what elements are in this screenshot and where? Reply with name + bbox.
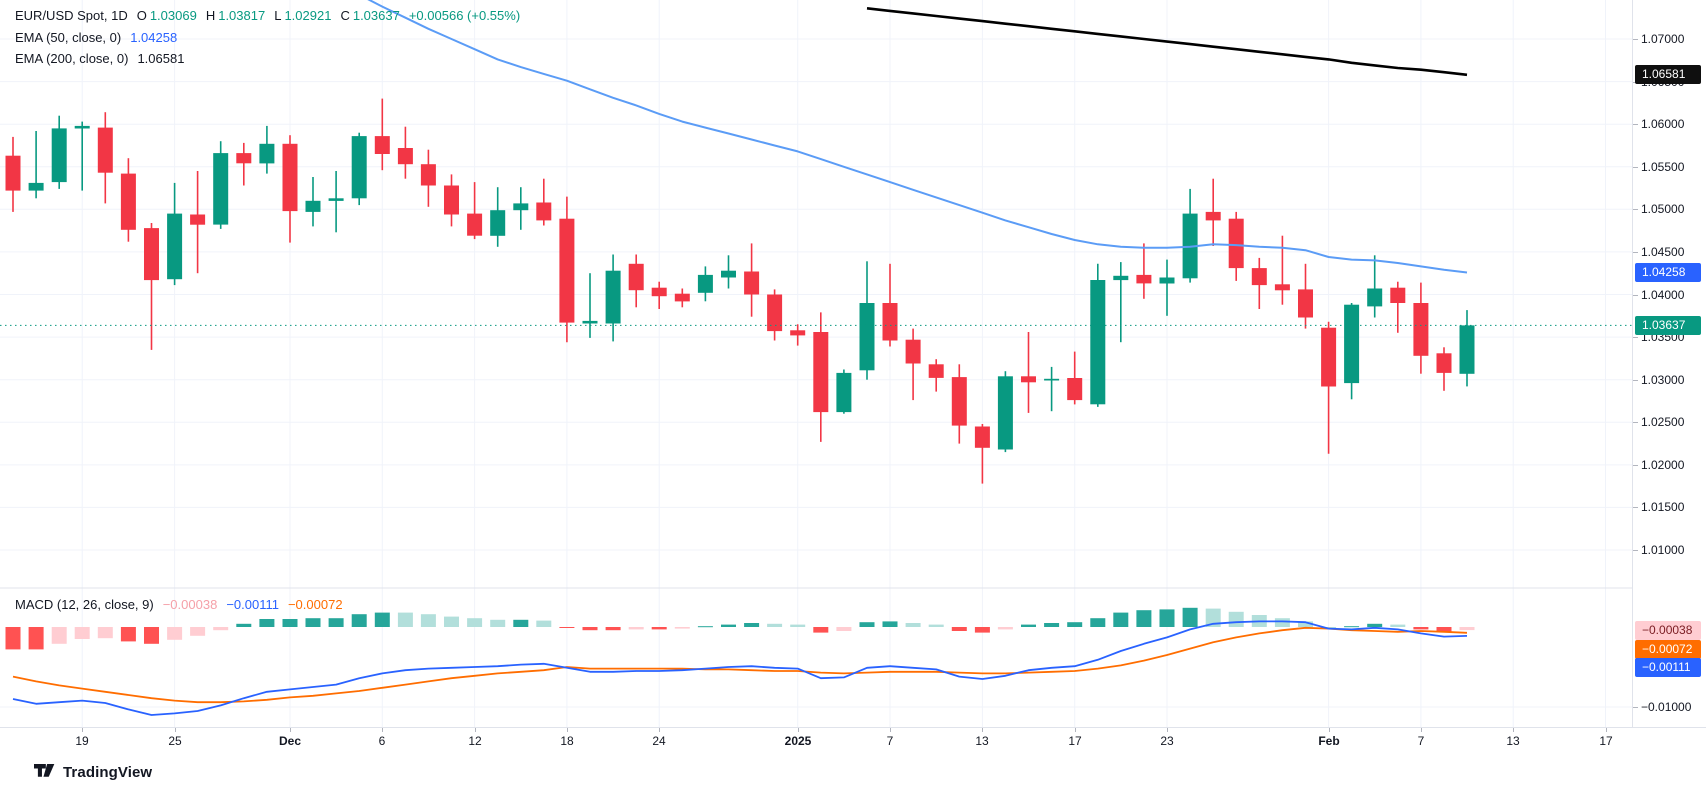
time-axis-tick	[567, 728, 568, 732]
ema200-price-badge: 1.06581	[1635, 65, 1701, 84]
ema50-value: 1.04258	[130, 30, 178, 45]
time-axis-tick	[1421, 728, 1422, 732]
price-axis-label: 1.01500	[1641, 500, 1685, 514]
high-label: H	[205, 8, 216, 23]
time-axis-label: 18	[560, 734, 574, 748]
ema50-label[interactable]: EMA (50, close, 0)	[15, 30, 122, 45]
time-axis-tick	[982, 728, 983, 732]
price-axis-tick	[1633, 124, 1638, 125]
time-axis-label: Dec	[278, 734, 302, 748]
macd-hist-value: −0.00038	[162, 597, 218, 612]
ema200-label[interactable]: EMA (200, close, 0)	[15, 51, 129, 66]
price-axis-tick	[1633, 295, 1638, 296]
open-value: 1.03069	[149, 8, 197, 23]
macd-line	[12, 620, 1468, 716]
ema50-legend-row[interactable]: EMA (50, close, 0) 1.04258	[15, 29, 177, 46]
time-axis-label: 24	[652, 734, 666, 748]
macd-signal-badge: −0.00072	[1635, 640, 1701, 659]
price-axis[interactable]: 1.06581 1.04258 1.03637 −0.00038 −0.0007…	[1632, 0, 1706, 755]
high-value: 1.03817	[218, 8, 266, 23]
time-axis-tick	[1329, 728, 1330, 732]
time-axis-tick	[798, 728, 799, 732]
time-axis-label: 7	[1417, 734, 1425, 748]
price-axis-label: 1.05000	[1641, 202, 1685, 216]
price-axis-tick	[1633, 209, 1638, 210]
chart-canvas[interactable]	[0, 0, 1706, 755]
close-label: C	[340, 8, 350, 23]
price-axis-tick	[1633, 422, 1638, 423]
price-axis-label: 1.02000	[1641, 458, 1685, 472]
price-axis-tick	[1633, 337, 1638, 338]
price-axis-label: 1.05500	[1641, 160, 1685, 174]
macd-signal-value: −0.00072	[287, 597, 343, 612]
time-axis-tick	[659, 728, 660, 732]
price-axis-tick	[1633, 507, 1638, 508]
time-axis-tick	[475, 728, 476, 732]
time-axis-label: 6	[378, 734, 386, 748]
ema200-value: 1.06581	[137, 51, 185, 66]
time-axis-label: 12	[468, 734, 482, 748]
time-axis-tick	[1606, 728, 1607, 732]
tradingview-logo-icon[interactable]	[34, 763, 56, 781]
price-axis-tick	[1633, 167, 1638, 168]
price-axis-label: 1.01000	[1641, 543, 1685, 557]
time-axis-label: 23	[1160, 734, 1174, 748]
open-label: O	[136, 8, 147, 23]
price-axis-label: 1.04000	[1641, 288, 1685, 302]
time-axis-label: 13	[975, 734, 989, 748]
time-axis-tick	[290, 728, 291, 732]
price-axis-label: 1.07000	[1641, 32, 1685, 46]
tradingview-brand-text[interactable]: TradingView	[63, 763, 153, 781]
candlestick-series[interactable]	[5, 98, 1475, 484]
time-axis-label: 13	[1506, 734, 1520, 748]
price-axis-label: 1.02500	[1641, 415, 1685, 429]
time-axis-tick	[382, 728, 383, 732]
time-axis-tick	[890, 728, 891, 732]
time-axis[interactable]: 19 25 Dec 6 12 18 24 2025 7 13 17 23 Feb 7 13 17	[0, 727, 1706, 756]
time-axis-label: 25	[168, 734, 182, 748]
symbol-title[interactable]: EUR/USD Spot, 1D	[15, 8, 128, 23]
price-axis-tick	[1633, 252, 1638, 253]
ema50-price-badge: 1.04258	[1635, 263, 1701, 282]
time-axis-label: 19	[75, 734, 89, 748]
time-axis-tick	[1167, 728, 1168, 732]
price-axis-tick	[1633, 39, 1638, 40]
macd-line-badge: −0.00111	[1635, 658, 1701, 677]
price-axis-label: 1.06000	[1641, 117, 1685, 131]
price-axis-tick	[1633, 380, 1638, 381]
last-price-badge: 1.03637	[1635, 316, 1701, 335]
macd-label[interactable]: MACD (12, 26, close, 9)	[15, 597, 154, 612]
macd-signal-line	[12, 626, 1468, 704]
time-axis-label: 17	[1599, 734, 1613, 748]
time-axis-tick	[1513, 728, 1514, 732]
time-axis-tick	[1075, 728, 1076, 732]
change-value: +0.00566 (+0.55%)	[408, 8, 521, 23]
time-axis-label: 2025	[784, 734, 812, 748]
ema50-line	[367, 0, 1468, 274]
time-axis-tick	[175, 728, 176, 732]
ema200-legend-row[interactable]: EMA (200, close, 0) 1.06581	[15, 50, 184, 67]
price-axis-label: 1.03000	[1641, 373, 1685, 387]
time-axis-label: Feb	[1318, 734, 1340, 748]
time-axis-label: 17	[1068, 734, 1082, 748]
macd-histogram	[5, 607, 1475, 650]
low-label: L	[274, 8, 282, 23]
macd-legend-row[interactable]: MACD (12, 26, close, 9) −0.00038 −0.0011…	[15, 596, 343, 613]
time-axis-label: 7	[886, 734, 894, 748]
macd-axis-tick	[1633, 707, 1638, 708]
macd-line-value: −0.00111	[226, 597, 279, 612]
price-axis-tick	[1633, 550, 1638, 551]
footer-bar: TradingView	[0, 755, 1706, 789]
time-axis-tick	[82, 728, 83, 732]
low-value: 1.02921	[284, 8, 332, 23]
price-axis-tick	[1633, 465, 1638, 466]
symbol-legend-row[interactable]: EUR/USD Spot, 1D O 1.03069 H 1.03817 L 1.02…	[15, 7, 520, 24]
ema200-line	[866, 7, 1468, 77]
close-value: 1.03637	[352, 8, 400, 23]
macd-histogram-badge: −0.00038	[1635, 621, 1701, 640]
price-axis-label: 1.04500	[1641, 245, 1685, 259]
macd-axis-label: −0.01000	[1641, 700, 1692, 714]
